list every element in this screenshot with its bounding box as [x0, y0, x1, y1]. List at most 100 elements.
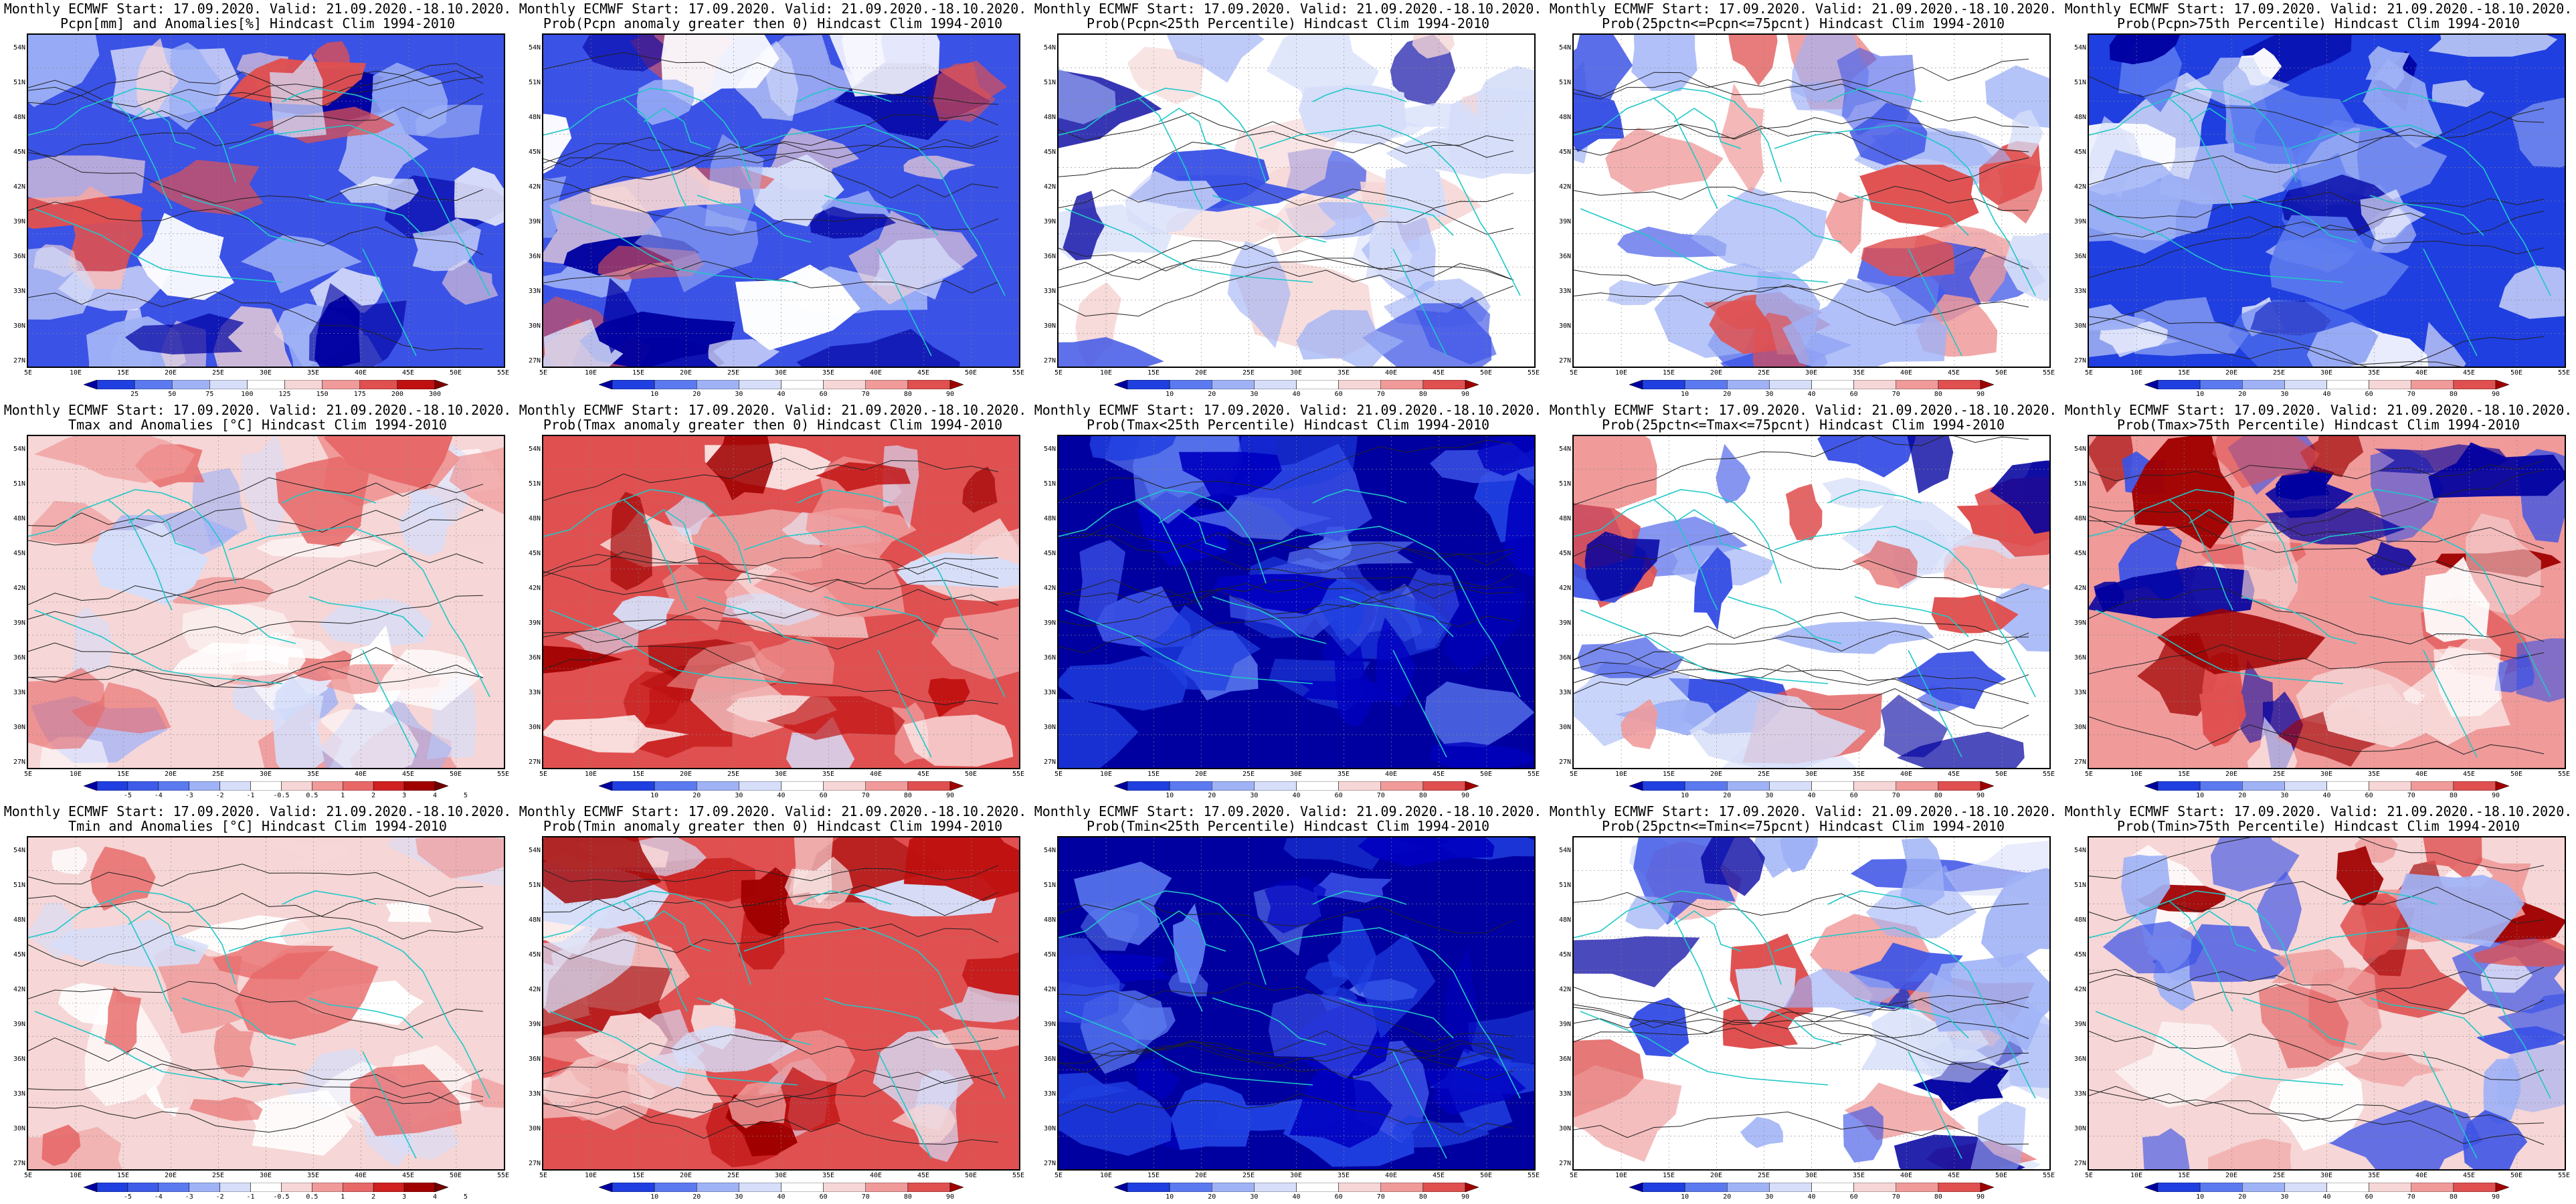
colorbar-label: 60: [1334, 1193, 1343, 1201]
colorbar-swatch: [599, 380, 613, 389]
lon-tick-label: 10E: [1099, 771, 1113, 778]
field-shading: [1296, 310, 1404, 367]
field-shading: [2109, 35, 2181, 65]
colorbar-label: 30: [1250, 792, 1259, 799]
field-shading: [1693, 546, 1733, 631]
lon-tick-label: 35E: [306, 771, 320, 778]
coastline: [228, 124, 403, 149]
lat-tick-label: 51N: [1043, 79, 1056, 86]
lon-tick-label: 5E: [23, 369, 33, 377]
coastline: [108, 890, 236, 985]
panel-title-line1: Monthly ECMWF Start: 17.09.2020. Valid: …: [2064, 402, 2573, 418]
colorbar-label: 30: [1765, 391, 1774, 398]
lon-tick-label: 5E: [2084, 1172, 2094, 1179]
panel-title-line2: Tmax and Anomalies [°C] Hindcast Clim 19…: [68, 417, 447, 433]
colorbar-swatch: [1896, 380, 1939, 389]
field-shading: [1780, 837, 1819, 873]
lon-tick-label: 5E: [1569, 771, 1578, 778]
coastline: [1392, 649, 1447, 758]
colorbar-swatch: [2284, 781, 2327, 791]
lon-tick-label: 5E: [1569, 369, 1578, 377]
map-area: [542, 33, 1020, 368]
contour-line: [2089, 1086, 2545, 1124]
colorbar-swatch: [697, 781, 739, 791]
colorbar-label: 30: [1250, 391, 1259, 398]
field-shading: [256, 532, 396, 558]
map-panel: Monthly ECMWF Start: 17.09.2020. Valid: …: [1546, 803, 2061, 1204]
colorbar: [1629, 380, 1994, 389]
lon-tick-label: 10E: [2130, 1172, 2143, 1179]
field-shading: [1783, 968, 1900, 1017]
colorbar-swatch: [2495, 1183, 2509, 1192]
colorbar-swatch: [1980, 1183, 1994, 1192]
lat-tick-label: 39N: [1043, 619, 1056, 627]
coastline: [108, 88, 236, 183]
colorbar-swatch: [2242, 781, 2285, 791]
colorbar-swatch: [612, 380, 655, 389]
lon-tick-label: 55E: [2557, 1172, 2571, 1179]
lat-tick-label: 48N: [2074, 114, 2086, 121]
lat-tick-label: 30N: [13, 322, 25, 330]
lon-tick-label: 55E: [2042, 771, 2055, 778]
contour-line: [1574, 79, 2029, 128]
coastline: [2242, 997, 2357, 1045]
map-panel: Monthly ECMWF Start: 17.09.2020. Valid: …: [515, 803, 1030, 1204]
colorbar-swatch: [1853, 1183, 1896, 1192]
colorbar-swatch: [2326, 380, 2369, 389]
colorbar-label: 80: [1934, 391, 1942, 398]
colorbar-swatch: [1422, 380, 1466, 389]
contour-line: [1574, 647, 2029, 729]
lon-tick-label: 55E: [1527, 1172, 1540, 1179]
field-shading: [708, 339, 780, 367]
colorbar-label: 80: [1418, 391, 1427, 398]
field-shading: [582, 35, 667, 72]
contour-line: [1059, 267, 1514, 317]
field-shading: [1574, 89, 1625, 153]
colorbar-swatch: [1853, 781, 1896, 791]
lon-tick-label: 35E: [822, 1172, 835, 1179]
contour-line: [1059, 245, 1514, 288]
coastline: [2342, 890, 2437, 905]
colorbar-swatch: [697, 1183, 739, 1192]
lon-tick-label: 25E: [1242, 771, 1255, 778]
coastline: [549, 609, 798, 684]
lon-tick-label: 45E: [1432, 369, 1445, 377]
field-shading: [1722, 1001, 1801, 1049]
field-shading: [1078, 540, 1125, 633]
colorbar-swatch: [1811, 1183, 1854, 1192]
field-shading: [310, 709, 419, 768]
colorbar-swatch: [373, 781, 405, 791]
field-shading: [1574, 936, 1700, 988]
lat-tick-label: 30N: [528, 322, 541, 330]
map-panel: Monthly ECMWF Start: 17.09.2020. Valid: …: [0, 0, 515, 401]
coastline: [128, 910, 196, 952]
lon-tick-label: 55E: [2557, 771, 2571, 778]
colorbar-label: 30: [2280, 1193, 2289, 1201]
colorbar-label: 20: [1723, 1193, 1732, 1201]
coastline: [2189, 910, 2257, 952]
coastline: [2242, 195, 2357, 243]
map-panel: Monthly ECMWF Start: 17.09.2020. Valid: …: [1546, 0, 2061, 401]
colorbar-swatch: [739, 781, 781, 791]
lon-tick-label: 20E: [679, 771, 693, 778]
lat-tick-label: 33N: [528, 689, 541, 696]
field-shading: [1700, 837, 1766, 896]
lat-tick-label: 48N: [1558, 916, 1571, 924]
contour-line: [543, 1034, 999, 1074]
contour-line: [543, 135, 999, 172]
field-shading: [2374, 444, 2509, 474]
field-shading: [273, 675, 325, 768]
field-shading: [1837, 47, 1916, 136]
contour-line: [543, 645, 999, 706]
field-shading: [2365, 45, 2410, 90]
colorbar-swatch: [1727, 1183, 1770, 1192]
lat-tick-label: 27N: [1043, 357, 1056, 365]
contour-line: [2089, 191, 2545, 219]
colorbar-swatch: [1212, 380, 1255, 389]
field-shading: [2300, 436, 2364, 478]
lat-tick-label: 30N: [1043, 1125, 1056, 1132]
colorbar-swatch: [2284, 1183, 2327, 1192]
panel-title-line2: Prob(Tmax anomaly greater then 0) Hindca…: [543, 417, 1003, 433]
lat-tick-label: 36N: [528, 253, 541, 260]
colorbar-swatch: [2199, 781, 2243, 791]
